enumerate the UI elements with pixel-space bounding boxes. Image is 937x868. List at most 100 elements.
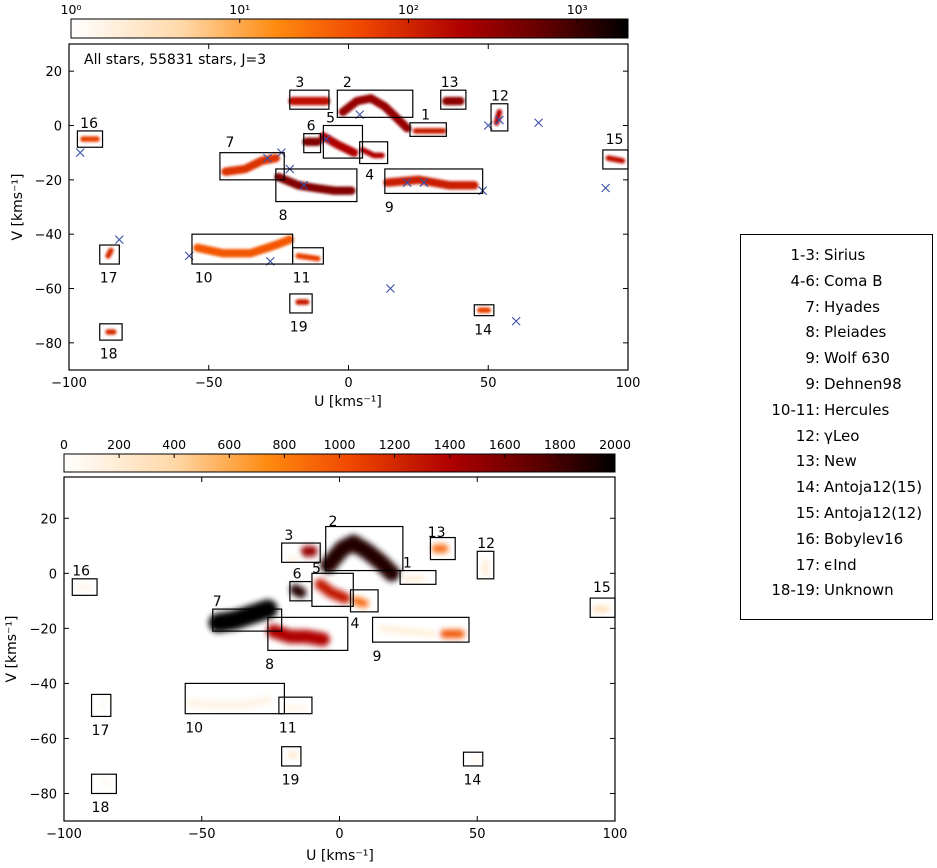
structure-label: 5 bbox=[312, 561, 321, 577]
colorbar-tick-label: 1600 bbox=[489, 437, 521, 452]
cross-marker bbox=[263, 153, 272, 163]
colorbar-tick-label: 10⁰ bbox=[61, 2, 82, 17]
legend-entry-key: 16: bbox=[795, 529, 820, 548]
legend-entry-name: Pleiades bbox=[824, 323, 887, 342]
density-feature bbox=[493, 109, 503, 126]
structure-label: 1 bbox=[421, 108, 430, 124]
structure-label: 1 bbox=[403, 555, 412, 571]
structure-box bbox=[99, 323, 123, 341]
legend-entry-name: Coma B bbox=[824, 271, 883, 290]
structure-box bbox=[473, 304, 495, 317]
structure-label: 16 bbox=[80, 116, 98, 132]
cross-marker bbox=[511, 316, 521, 326]
structure-label: 5 bbox=[326, 110, 335, 126]
structure-label: 3 bbox=[284, 528, 293, 544]
legend-entry: 16: Bobylev16 bbox=[741, 526, 932, 552]
structure-label: 12 bbox=[491, 89, 509, 105]
structure-label: 6 bbox=[307, 119, 316, 135]
structure-box bbox=[303, 133, 322, 154]
density-feature bbox=[193, 235, 294, 258]
density-feature bbox=[100, 700, 108, 708]
structure-label: 10 bbox=[185, 720, 203, 736]
structure-box bbox=[76, 130, 104, 148]
structure-box bbox=[371, 616, 470, 643]
structure-label: 8 bbox=[279, 208, 288, 224]
structure-label: 15 bbox=[593, 580, 611, 596]
cross-marker bbox=[299, 180, 309, 190]
y-tick-label: −60 bbox=[35, 283, 62, 298]
structure-box bbox=[289, 293, 313, 314]
structure-label: 19 bbox=[282, 773, 300, 789]
y-tick-label: −40 bbox=[35, 228, 62, 243]
x-tick-label: −50 bbox=[195, 376, 222, 391]
structure-label: 8 bbox=[265, 657, 274, 673]
density-feature bbox=[221, 153, 280, 176]
y-tick-label: −80 bbox=[30, 787, 57, 802]
legend-entry: 9: Wolf 630 bbox=[741, 345, 932, 371]
structure-box bbox=[292, 247, 324, 265]
y-axis-label-2: V [kms⁻¹] bbox=[4, 616, 20, 683]
legend-entry-key: 1-3: bbox=[790, 246, 820, 264]
colorbar-tick-label: 600 bbox=[217, 437, 241, 452]
colorbar-tick-label: 1200 bbox=[379, 437, 411, 452]
cross-marker bbox=[495, 115, 504, 125]
x-tick-label: 100 bbox=[603, 827, 628, 842]
structure-box bbox=[99, 244, 120, 265]
structure-label: 4 bbox=[365, 167, 374, 183]
structure-box bbox=[90, 693, 112, 718]
colorbar-1-ticks: 10⁰ 10¹ 10² 10³ bbox=[61, 2, 588, 23]
x-tick-label: 100 bbox=[616, 376, 641, 391]
structure-box bbox=[71, 578, 98, 596]
colorbar-tick-label: 1400 bbox=[434, 437, 466, 452]
legend-entry-name: Antoja12(12) bbox=[824, 504, 923, 522]
y-tick-label: 20 bbox=[40, 512, 57, 527]
structure-label: 11 bbox=[293, 271, 311, 287]
legend-entry-key: 8: bbox=[805, 323, 820, 342]
structure-label: 9 bbox=[373, 649, 382, 665]
structure-label: 7 bbox=[213, 594, 222, 610]
legend-entry-key: 14: bbox=[795, 478, 820, 497]
y-tick-label: 0 bbox=[54, 120, 62, 135]
legend-entry-name: Bobylev16 bbox=[824, 529, 904, 548]
plot-frame-2 bbox=[63, 476, 616, 822]
colorbar-tick-label: 10³ bbox=[567, 2, 588, 17]
colorbar-tick-label: 800 bbox=[272, 437, 296, 452]
axis-ticks-2: −100 −50 0 50 100 −80 −60 −40 −20 0 20 bbox=[30, 477, 628, 842]
cross-marker bbox=[534, 118, 543, 128]
legend-entry-key: 18-19: bbox=[771, 581, 820, 600]
legend-entry-name: Hercules bbox=[824, 400, 890, 419]
structure-label: 14 bbox=[474, 322, 492, 338]
structure-box bbox=[349, 589, 379, 613]
density-feature bbox=[208, 599, 278, 633]
structure-box bbox=[275, 168, 358, 203]
density-feature bbox=[320, 534, 401, 582]
density-feature bbox=[338, 94, 412, 133]
legend-entry: 14: Antoja12(15) bbox=[741, 474, 932, 500]
structure-label: 6 bbox=[293, 566, 302, 582]
panel-1-annotation: All stars, 55831 stars, J=3 bbox=[84, 52, 266, 68]
legend-entry: 13: New bbox=[741, 448, 932, 474]
structure-box bbox=[384, 168, 484, 195]
legend-entry: 17: ϵInd bbox=[741, 552, 932, 578]
structure-label: 19 bbox=[290, 320, 308, 336]
density-feature bbox=[605, 155, 626, 164]
density-feature bbox=[378, 625, 436, 637]
density-feature bbox=[314, 578, 351, 604]
structure-label: 7 bbox=[226, 135, 235, 151]
structure-label: 12 bbox=[477, 536, 495, 552]
x-tick-label: 50 bbox=[480, 376, 497, 391]
structure-box bbox=[281, 542, 321, 563]
structure-box bbox=[325, 525, 404, 572]
x-tick-label: 50 bbox=[469, 827, 486, 842]
legend-entry: 8: Pleiades bbox=[741, 319, 932, 345]
structure-label: 13 bbox=[441, 75, 459, 91]
y-axis-label-1: V [kms⁻¹] bbox=[10, 174, 26, 241]
legend-entry-name: ϵInd bbox=[824, 555, 857, 574]
cross-marker bbox=[601, 183, 611, 193]
legend-entry-name: Dehnen98 bbox=[824, 375, 902, 393]
density-map-1 bbox=[80, 94, 626, 335]
cross-marker bbox=[114, 235, 124, 244]
plot-frame-1 bbox=[68, 43, 629, 371]
